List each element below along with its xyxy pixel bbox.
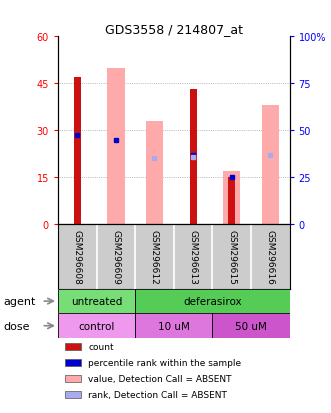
Bar bbox=[58, 313, 135, 338]
Text: GSM296615: GSM296615 bbox=[227, 230, 236, 284]
Bar bbox=[146, 121, 163, 225]
Text: count: count bbox=[88, 342, 114, 351]
Bar bbox=[135, 313, 213, 338]
Title: GDS3558 / 214807_at: GDS3558 / 214807_at bbox=[105, 23, 243, 36]
Text: value, Detection Call = ABSENT: value, Detection Call = ABSENT bbox=[88, 374, 232, 383]
Text: agent: agent bbox=[3, 297, 36, 306]
Bar bbox=[190, 90, 197, 225]
Bar bbox=[135, 289, 290, 313]
Bar bbox=[213, 313, 290, 338]
Bar bbox=[65, 343, 81, 350]
Bar bbox=[65, 391, 81, 398]
Text: control: control bbox=[78, 321, 115, 331]
Text: untreated: untreated bbox=[71, 297, 122, 306]
Text: GSM296616: GSM296616 bbox=[266, 230, 275, 284]
Bar bbox=[65, 359, 81, 366]
Bar bbox=[107, 69, 124, 225]
Bar bbox=[261, 106, 279, 225]
Text: rank, Detection Call = ABSENT: rank, Detection Call = ABSENT bbox=[88, 390, 227, 399]
Bar bbox=[228, 178, 235, 225]
Text: percentile rank within the sample: percentile rank within the sample bbox=[88, 358, 241, 367]
Text: 10 uM: 10 uM bbox=[158, 321, 190, 331]
Bar bbox=[65, 375, 81, 382]
Text: GSM296608: GSM296608 bbox=[73, 230, 82, 284]
Bar bbox=[74, 78, 81, 225]
Text: GSM296609: GSM296609 bbox=[111, 230, 120, 284]
Text: 50 uM: 50 uM bbox=[235, 321, 267, 331]
Text: GSM296613: GSM296613 bbox=[189, 230, 198, 284]
Text: deferasirox: deferasirox bbox=[183, 297, 242, 306]
Text: dose: dose bbox=[3, 321, 30, 331]
Bar bbox=[223, 171, 240, 225]
Bar bbox=[58, 289, 135, 313]
Text: GSM296612: GSM296612 bbox=[150, 230, 159, 284]
